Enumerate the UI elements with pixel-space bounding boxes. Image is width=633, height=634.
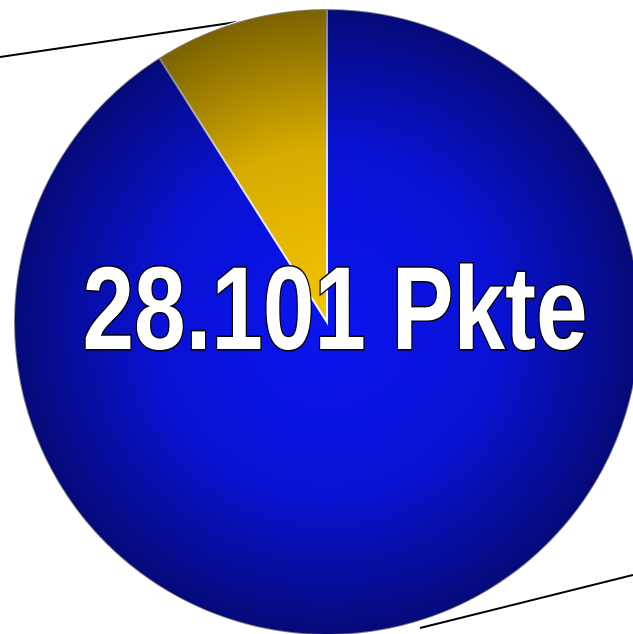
annotation: 28.101 Pkte	[83, 243, 588, 375]
